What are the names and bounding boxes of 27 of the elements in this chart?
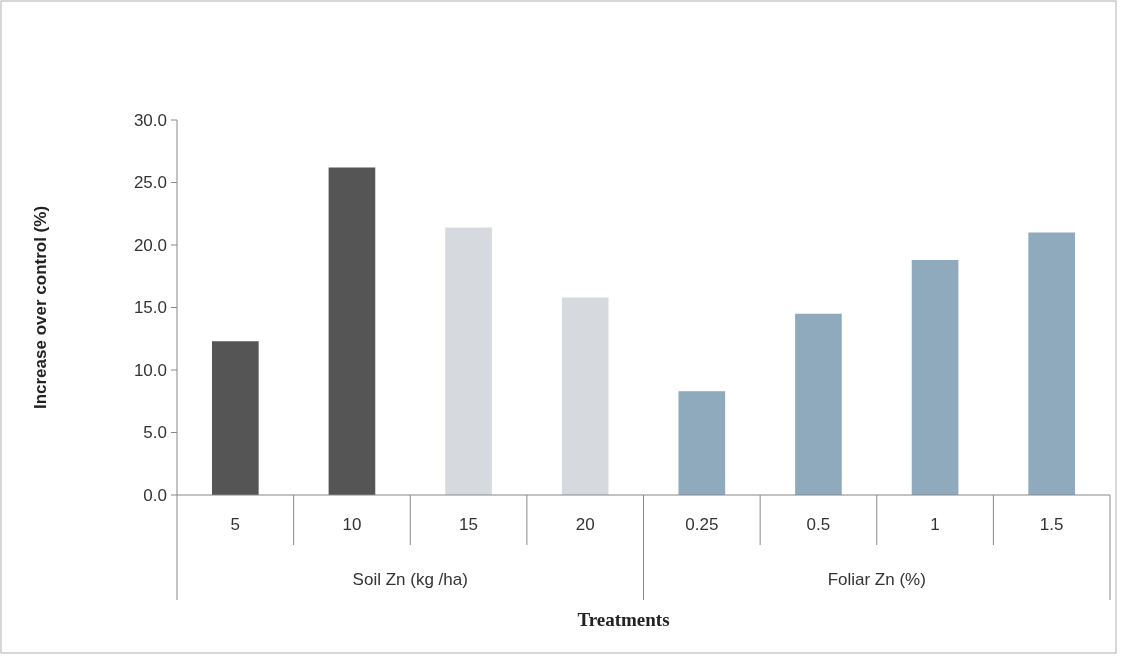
bar [795,313,842,495]
bar [1028,232,1076,495]
x-axis-title: Treatments [577,609,670,630]
x-tick-label: 1 [930,515,940,534]
y-tick-label: 30.0 [133,110,167,130]
x-tick-label: 15 [459,515,479,534]
bar [328,167,376,495]
bar [445,227,492,495]
bar [561,297,609,495]
y-tick-label: 10.0 [133,360,167,380]
bar [678,391,726,495]
x-tick-label: 20 [575,515,595,534]
y-tick-label: 20.0 [133,235,167,255]
y-axis-title: Increase over control (%) [30,205,50,410]
bar [911,260,959,495]
y-tick-label: 5.0 [143,423,167,443]
y-tick-label: 0.0 [143,485,167,505]
x-tick-label: 1.5 [1039,515,1064,534]
x-tick-label: 0.5 [806,515,831,534]
y-tick-label: 25.0 [133,173,167,193]
x-tick-label: 0.25 [685,515,719,534]
y-tick-label: 15.0 [133,298,167,318]
bar [211,341,259,495]
x-tick-label: 10 [342,515,362,534]
text: Foliar Zn (%) [827,570,926,589]
text: Soil Zn (kg /ha) [352,570,468,589]
x-tick-label: 5 [230,515,241,534]
